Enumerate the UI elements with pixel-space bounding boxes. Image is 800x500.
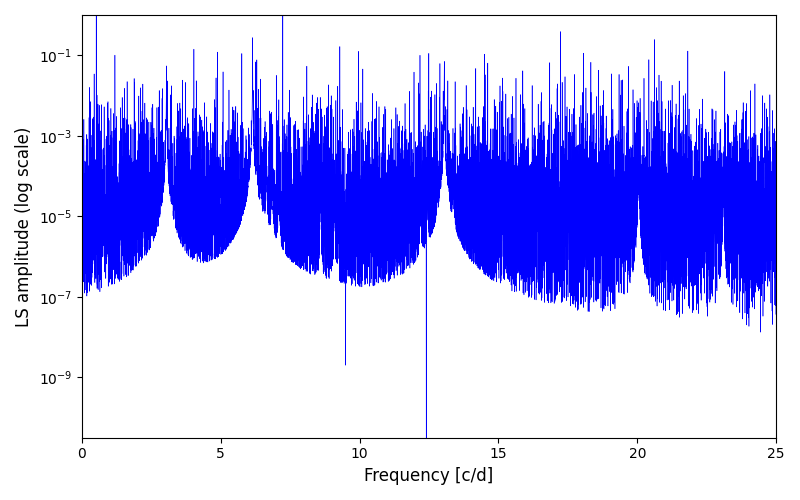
X-axis label: Frequency [c/d]: Frequency [c/d] — [364, 467, 494, 485]
Y-axis label: LS amplitude (log scale): LS amplitude (log scale) — [15, 126, 33, 326]
